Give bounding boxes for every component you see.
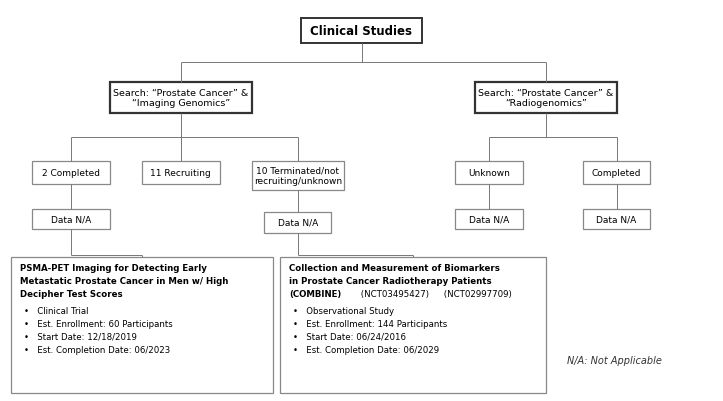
- Text: in Prostate Cancer Radiotherapy Patients: in Prostate Cancer Radiotherapy Patients: [289, 276, 492, 286]
- Text: 11 Recruiting: 11 Recruiting: [150, 168, 211, 178]
- Text: N/A: Not Applicable: N/A: Not Applicable: [567, 356, 662, 366]
- Text: (NCT02997709): (NCT02997709): [442, 289, 512, 298]
- FancyBboxPatch shape: [32, 162, 110, 184]
- Text: Search: “Prostate Cancer” &
“Radiogenomics”: Search: “Prostate Cancer” & “Radiogenomi…: [478, 89, 613, 108]
- Text: Collection and Measurement of Biomarkers: Collection and Measurement of Biomarkers: [289, 263, 500, 272]
- Text: Data N/A: Data N/A: [469, 215, 509, 224]
- Text: (NCT03495427): (NCT03495427): [358, 289, 429, 298]
- FancyBboxPatch shape: [455, 209, 523, 230]
- FancyBboxPatch shape: [142, 162, 220, 184]
- FancyBboxPatch shape: [583, 162, 650, 184]
- Text: 10 Terminated/not
recruiting/unknown: 10 Terminated/not recruiting/unknown: [254, 166, 342, 186]
- Text: 2 Completed: 2 Completed: [42, 168, 100, 178]
- Text: PSMA-PET Imaging for Detecting Early: PSMA-PET Imaging for Detecting Early: [20, 263, 207, 272]
- Text: •   Est. Enrollment: 60 Participants: • Est. Enrollment: 60 Participants: [24, 319, 172, 328]
- Text: •   Est. Completion Date: 06/2029: • Est. Completion Date: 06/2029: [293, 345, 439, 354]
- FancyBboxPatch shape: [32, 209, 110, 230]
- FancyBboxPatch shape: [280, 257, 546, 393]
- FancyBboxPatch shape: [11, 257, 273, 393]
- FancyBboxPatch shape: [301, 19, 422, 44]
- FancyBboxPatch shape: [475, 83, 617, 114]
- Text: Metastatic Prostate Cancer in Men w/ High: Metastatic Prostate Cancer in Men w/ Hig…: [20, 276, 228, 286]
- Text: •   Clinical Trial: • Clinical Trial: [24, 306, 88, 315]
- FancyBboxPatch shape: [455, 162, 523, 184]
- Text: Unknown: Unknown: [468, 168, 510, 178]
- Text: Decipher Test Scores: Decipher Test Scores: [20, 289, 123, 298]
- Text: Search: “Prostate Cancer” &
“Imaging Genomics”: Search: “Prostate Cancer” & “Imaging Gen…: [114, 89, 249, 108]
- Text: Data N/A: Data N/A: [596, 215, 637, 224]
- Text: •   Start Date: 12/18/2019: • Start Date: 12/18/2019: [24, 332, 137, 341]
- FancyBboxPatch shape: [110, 83, 252, 114]
- Text: Data N/A: Data N/A: [51, 215, 91, 224]
- Text: •   Est. Completion Date: 06/2023: • Est. Completion Date: 06/2023: [24, 345, 170, 354]
- FancyBboxPatch shape: [583, 209, 650, 230]
- FancyBboxPatch shape: [264, 213, 331, 233]
- Text: •   Observational Study: • Observational Study: [293, 306, 394, 315]
- FancyBboxPatch shape: [252, 162, 344, 190]
- Text: •   Est. Enrollment: 144 Participants: • Est. Enrollment: 144 Participants: [293, 319, 447, 328]
- Text: Clinical Studies: Clinical Studies: [310, 25, 413, 38]
- Text: Data N/A: Data N/A: [278, 219, 318, 227]
- Text: (COMBINE): (COMBINE): [289, 289, 341, 298]
- Text: •   Start Date: 06/24/2016: • Start Date: 06/24/2016: [293, 332, 406, 341]
- Text: Completed: Completed: [592, 168, 641, 178]
